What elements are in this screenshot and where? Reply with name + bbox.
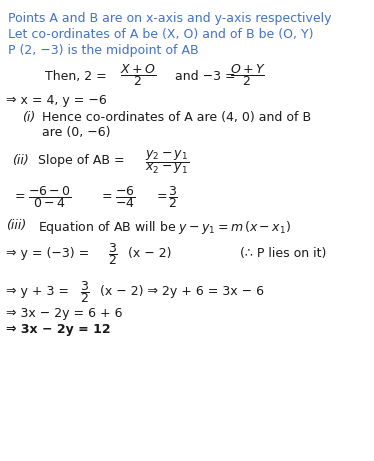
Text: $\dfrac{X+O}{2}$: $\dfrac{X+O}{2}$	[120, 62, 156, 88]
Text: Then, 2 =: Then, 2 =	[45, 70, 107, 83]
Text: $\dfrac{3}{2}$: $\dfrac{3}{2}$	[80, 279, 90, 305]
Text: ⇒ 3x − 2y = 12: ⇒ 3x − 2y = 12	[6, 323, 111, 336]
Text: Equation of AB will be $y-y_1 = m\,(x-x_1)$: Equation of AB will be $y-y_1 = m\,(x-x_…	[38, 219, 291, 236]
Text: Let co-ordinates of A be (X, O) and of B be (O, Y): Let co-ordinates of A be (X, O) and of B…	[8, 28, 313, 41]
Text: Points A and B are on x-axis and y-axis respectively: Points A and B are on x-axis and y-axis …	[8, 12, 331, 25]
Text: P (2, −3) is the midpoint of AB: P (2, −3) is the midpoint of AB	[8, 44, 199, 57]
Text: =: =	[102, 190, 113, 203]
Text: and −3 =: and −3 =	[175, 70, 236, 83]
Text: ⇒ y = (−3) =: ⇒ y = (−3) =	[6, 247, 89, 260]
Text: $\dfrac{-6}{-4}$: $\dfrac{-6}{-4}$	[115, 184, 135, 210]
Text: (ii): (ii)	[12, 154, 29, 167]
Text: (iii): (iii)	[6, 219, 26, 232]
Text: $\dfrac{-6-0}{0-4}$: $\dfrac{-6-0}{0-4}$	[28, 184, 72, 210]
Text: (x − 2) ⇒ 2y + 6 = 3x − 6: (x − 2) ⇒ 2y + 6 = 3x − 6	[100, 285, 264, 298]
Text: $\dfrac{3}{2}$: $\dfrac{3}{2}$	[108, 241, 118, 267]
Text: =: =	[15, 190, 26, 203]
Text: $\dfrac{3}{2}$: $\dfrac{3}{2}$	[168, 184, 178, 210]
Text: (x − 2): (x − 2)	[128, 247, 172, 260]
Text: ⇒ x = 4, y = −6: ⇒ x = 4, y = −6	[6, 94, 107, 107]
Text: ⇒ y + 3 =: ⇒ y + 3 =	[6, 285, 69, 298]
Text: $\dfrac{y_2 - y_1}{x_2 - y_1}$: $\dfrac{y_2 - y_1}{x_2 - y_1}$	[145, 148, 189, 176]
Text: =: =	[157, 190, 168, 203]
Text: ⇒ 3x − 2y = 6 + 6: ⇒ 3x − 2y = 6 + 6	[6, 307, 123, 320]
Text: (i): (i)	[22, 111, 35, 124]
Text: Hence co-ordinates of A are (4, 0) and of B: Hence co-ordinates of A are (4, 0) and o…	[42, 111, 311, 124]
Text: $\dfrac{O+Y}{2}$: $\dfrac{O+Y}{2}$	[230, 62, 266, 88]
Text: Slope of AB =: Slope of AB =	[38, 154, 125, 167]
Text: (∴ P lies on it): (∴ P lies on it)	[240, 247, 327, 260]
Text: are (0, −6): are (0, −6)	[42, 126, 110, 139]
